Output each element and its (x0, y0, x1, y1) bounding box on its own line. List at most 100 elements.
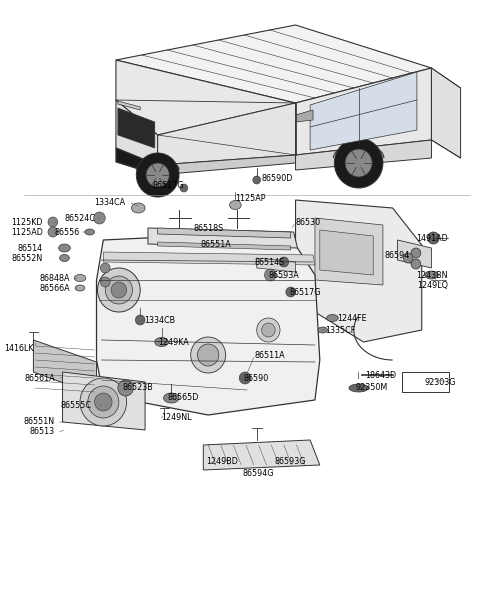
Text: 1249LQ: 1249LQ (417, 280, 448, 290)
Text: 1244FE: 1244FE (337, 314, 367, 322)
Text: 1491AD: 1491AD (416, 234, 448, 242)
Text: 86514S: 86514S (255, 258, 285, 266)
Circle shape (345, 149, 372, 177)
Text: 1125AD: 1125AD (11, 228, 43, 237)
Text: 86848A: 86848A (40, 274, 70, 282)
Polygon shape (62, 372, 145, 430)
Circle shape (94, 212, 105, 224)
Circle shape (403, 253, 413, 263)
Text: 1334CB: 1334CB (144, 315, 175, 325)
Circle shape (286, 287, 296, 297)
Text: 86524C: 86524C (65, 213, 96, 223)
Ellipse shape (85, 229, 95, 235)
Polygon shape (118, 101, 140, 110)
Text: 92350M: 92350M (356, 384, 388, 392)
Text: 86511A: 86511A (255, 351, 286, 360)
Circle shape (239, 372, 251, 384)
Text: 86594G: 86594G (243, 469, 274, 478)
Text: 86555C: 86555C (60, 400, 92, 410)
Circle shape (97, 268, 140, 312)
Text: 1249BD: 1249BD (206, 458, 238, 467)
Polygon shape (397, 240, 432, 268)
Text: 86556: 86556 (55, 228, 80, 237)
Polygon shape (158, 242, 291, 250)
Ellipse shape (132, 203, 145, 213)
Text: 1249KA: 1249KA (158, 338, 189, 346)
Text: 1243BN: 1243BN (417, 271, 448, 279)
Text: 92303G: 92303G (424, 378, 456, 386)
Polygon shape (310, 72, 417, 150)
Ellipse shape (164, 393, 179, 403)
Ellipse shape (229, 200, 241, 210)
Circle shape (135, 315, 145, 325)
Polygon shape (148, 228, 298, 248)
Text: 1249NL: 1249NL (162, 413, 192, 423)
Circle shape (118, 380, 133, 396)
Ellipse shape (349, 384, 368, 392)
Ellipse shape (425, 271, 438, 279)
Text: 86565D: 86565D (168, 394, 199, 402)
Polygon shape (315, 218, 383, 285)
Ellipse shape (59, 244, 70, 252)
Text: 86561A: 86561A (24, 373, 55, 383)
Circle shape (279, 257, 289, 267)
Circle shape (111, 282, 127, 298)
Circle shape (335, 138, 383, 188)
Text: 86590D: 86590D (262, 173, 293, 183)
Ellipse shape (74, 274, 86, 282)
Polygon shape (432, 68, 461, 158)
Polygon shape (118, 108, 155, 148)
Circle shape (264, 269, 276, 281)
Ellipse shape (326, 314, 338, 322)
Text: 86552N: 86552N (12, 253, 43, 263)
Ellipse shape (75, 285, 85, 291)
Circle shape (428, 232, 439, 244)
Bar (402, 372, 449, 392)
Circle shape (48, 217, 58, 227)
Circle shape (197, 344, 219, 366)
Ellipse shape (60, 255, 69, 261)
Text: 86593G: 86593G (274, 458, 306, 467)
Text: 1125KD: 1125KD (12, 218, 43, 226)
Circle shape (105, 276, 132, 304)
Polygon shape (116, 60, 296, 135)
Polygon shape (204, 440, 320, 470)
Text: 86523B: 86523B (123, 384, 154, 392)
Polygon shape (116, 148, 158, 175)
Circle shape (262, 323, 275, 337)
Circle shape (191, 337, 226, 373)
Polygon shape (158, 155, 296, 175)
Circle shape (411, 248, 421, 258)
Circle shape (180, 184, 188, 192)
Polygon shape (257, 258, 296, 272)
Circle shape (100, 277, 110, 287)
Text: 1334CA: 1334CA (95, 197, 126, 207)
Circle shape (146, 163, 169, 187)
Circle shape (95, 393, 112, 411)
Text: 1125AP: 1125AP (235, 194, 266, 202)
Text: 86566A: 86566A (40, 284, 70, 293)
Circle shape (253, 176, 261, 184)
Text: 86517G: 86517G (152, 180, 184, 189)
Text: 86593A: 86593A (268, 271, 299, 279)
Circle shape (136, 153, 179, 197)
Text: 86513: 86513 (30, 427, 55, 437)
Polygon shape (296, 140, 432, 170)
Circle shape (48, 227, 58, 237)
Text: 1335CF: 1335CF (324, 325, 355, 335)
Polygon shape (158, 103, 296, 165)
Polygon shape (320, 230, 373, 275)
Ellipse shape (155, 338, 168, 346)
Polygon shape (116, 100, 158, 165)
Text: 86514: 86514 (18, 244, 43, 253)
Text: 86551N: 86551N (24, 418, 55, 426)
Polygon shape (103, 252, 315, 265)
Circle shape (80, 378, 127, 426)
Circle shape (100, 263, 110, 273)
Circle shape (411, 259, 421, 269)
Text: 86551A: 86551A (201, 239, 231, 248)
Text: 86518S: 86518S (193, 223, 224, 232)
Text: 86517G: 86517G (290, 287, 321, 296)
Polygon shape (158, 228, 291, 238)
Polygon shape (34, 340, 96, 395)
